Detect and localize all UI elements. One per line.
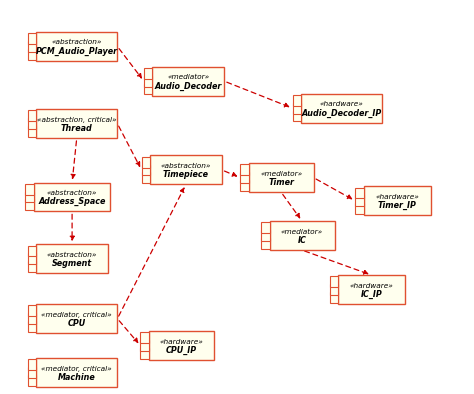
FancyBboxPatch shape xyxy=(240,164,248,175)
FancyBboxPatch shape xyxy=(248,163,314,192)
FancyBboxPatch shape xyxy=(28,33,36,44)
FancyBboxPatch shape xyxy=(144,84,152,95)
Text: Thread: Thread xyxy=(61,124,92,133)
FancyBboxPatch shape xyxy=(149,331,214,360)
Text: Address_Space: Address_Space xyxy=(38,197,106,206)
FancyBboxPatch shape xyxy=(36,32,118,61)
Text: «mediator, critical»: «mediator, critical» xyxy=(41,366,112,372)
FancyBboxPatch shape xyxy=(270,221,335,250)
FancyBboxPatch shape xyxy=(142,165,150,175)
FancyBboxPatch shape xyxy=(28,245,36,256)
Text: «abstraction»: «abstraction» xyxy=(47,190,97,196)
FancyBboxPatch shape xyxy=(28,261,36,272)
FancyBboxPatch shape xyxy=(261,230,270,241)
Text: CPU: CPU xyxy=(68,319,86,328)
FancyBboxPatch shape xyxy=(338,275,405,304)
FancyBboxPatch shape xyxy=(355,195,364,206)
FancyBboxPatch shape xyxy=(36,244,108,273)
FancyBboxPatch shape xyxy=(330,277,338,287)
FancyBboxPatch shape xyxy=(240,172,248,183)
FancyBboxPatch shape xyxy=(26,184,34,195)
Text: IC: IC xyxy=(298,236,307,245)
FancyBboxPatch shape xyxy=(140,340,149,351)
Text: «hardware»: «hardware» xyxy=(319,101,364,107)
Text: «abstraction»: «abstraction» xyxy=(161,163,211,169)
FancyBboxPatch shape xyxy=(28,375,36,386)
FancyBboxPatch shape xyxy=(355,203,364,214)
FancyBboxPatch shape xyxy=(140,333,149,343)
Text: CPU_IP: CPU_IP xyxy=(166,346,197,355)
FancyBboxPatch shape xyxy=(34,182,110,212)
FancyBboxPatch shape xyxy=(355,188,364,199)
FancyBboxPatch shape xyxy=(240,180,248,191)
FancyBboxPatch shape xyxy=(26,199,34,210)
FancyBboxPatch shape xyxy=(28,367,36,378)
Text: «mediator»: «mediator» xyxy=(260,171,302,177)
FancyBboxPatch shape xyxy=(28,49,36,59)
FancyBboxPatch shape xyxy=(36,304,118,333)
FancyBboxPatch shape xyxy=(28,321,36,332)
FancyBboxPatch shape xyxy=(330,284,338,295)
FancyBboxPatch shape xyxy=(140,348,149,359)
FancyBboxPatch shape xyxy=(28,126,36,137)
Text: «mediator»: «mediator» xyxy=(281,229,323,234)
Text: Audio_Decoder: Audio_Decoder xyxy=(155,82,222,91)
FancyBboxPatch shape xyxy=(28,305,36,316)
FancyBboxPatch shape xyxy=(364,186,431,216)
Text: «abstraction, critical»: «abstraction, critical» xyxy=(37,117,117,123)
FancyBboxPatch shape xyxy=(142,173,150,183)
Text: «mediator, critical»: «mediator, critical» xyxy=(41,312,112,318)
FancyBboxPatch shape xyxy=(28,118,36,129)
Text: Segment: Segment xyxy=(52,259,92,268)
FancyBboxPatch shape xyxy=(144,68,152,79)
FancyBboxPatch shape xyxy=(26,191,34,203)
FancyBboxPatch shape xyxy=(36,358,118,387)
FancyBboxPatch shape xyxy=(28,313,36,324)
Text: Timer_IP: Timer_IP xyxy=(378,201,417,210)
FancyBboxPatch shape xyxy=(142,157,150,167)
Text: PCM_Audio_Player: PCM_Audio_Player xyxy=(36,47,118,56)
FancyBboxPatch shape xyxy=(292,95,301,106)
Text: Timer: Timer xyxy=(268,178,294,187)
Text: Audio_Decoder_IP: Audio_Decoder_IP xyxy=(301,108,382,118)
FancyBboxPatch shape xyxy=(28,253,36,264)
Text: «hardware»: «hardware» xyxy=(350,282,393,289)
FancyBboxPatch shape xyxy=(261,222,270,233)
FancyBboxPatch shape xyxy=(292,111,301,121)
FancyBboxPatch shape xyxy=(330,292,338,303)
FancyBboxPatch shape xyxy=(292,103,301,113)
Text: «abstraction»: «abstraction» xyxy=(47,252,97,258)
FancyBboxPatch shape xyxy=(28,359,36,370)
Text: «hardware»: «hardware» xyxy=(159,338,203,345)
Text: Machine: Machine xyxy=(58,373,96,382)
FancyBboxPatch shape xyxy=(28,41,36,52)
FancyBboxPatch shape xyxy=(28,110,36,121)
FancyBboxPatch shape xyxy=(301,94,382,123)
Text: «hardware»: «hardware» xyxy=(375,194,419,200)
FancyBboxPatch shape xyxy=(36,109,118,138)
FancyBboxPatch shape xyxy=(150,156,222,184)
FancyBboxPatch shape xyxy=(144,76,152,87)
Text: IC_IP: IC_IP xyxy=(361,290,383,299)
Text: Timepiece: Timepiece xyxy=(163,170,209,179)
Text: «abstraction»: «abstraction» xyxy=(52,39,102,45)
Text: «mediator»: «mediator» xyxy=(167,74,210,80)
FancyBboxPatch shape xyxy=(261,238,270,249)
FancyBboxPatch shape xyxy=(152,67,224,96)
